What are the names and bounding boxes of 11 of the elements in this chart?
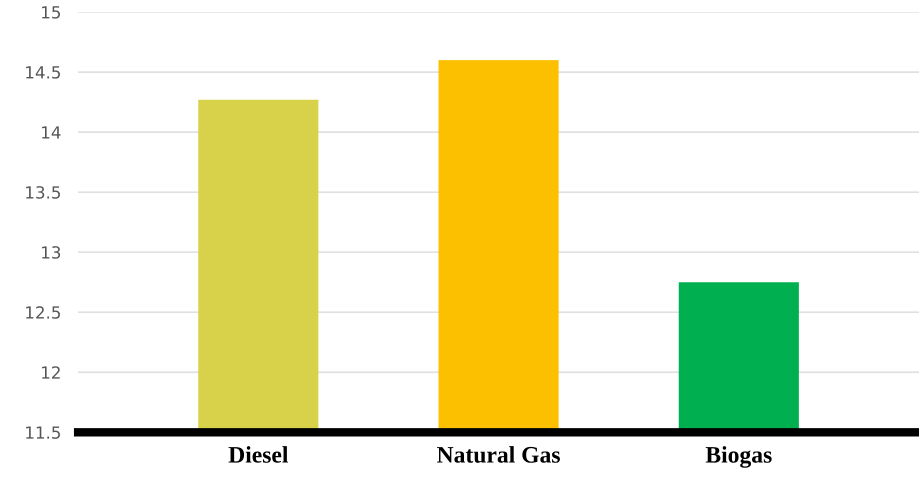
y-tick-label: 12 [42, 366, 60, 379]
y-tick-label: 13 [42, 246, 60, 259]
x-tick-label: Biogas [706, 446, 772, 468]
y-tick-label: 15 [42, 6, 60, 19]
x-tick-label: Natural Gas [437, 446, 560, 463]
y-tick-label: 11.5 [26, 426, 60, 439]
y-tick-label: 13.5 [26, 186, 60, 199]
y-tick-label: 12.5 [26, 306, 60, 319]
y-tick-label: 14 [42, 126, 61, 138]
x-tick-label: Diesel [228, 446, 288, 463]
y-tick-label: 14.5 [26, 66, 60, 79]
